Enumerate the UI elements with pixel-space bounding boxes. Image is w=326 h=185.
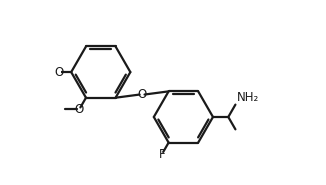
Text: O: O: [138, 88, 147, 101]
Text: O: O: [54, 66, 63, 79]
Text: NH₂: NH₂: [236, 91, 259, 104]
Text: O: O: [75, 103, 84, 116]
Text: F: F: [159, 148, 165, 161]
